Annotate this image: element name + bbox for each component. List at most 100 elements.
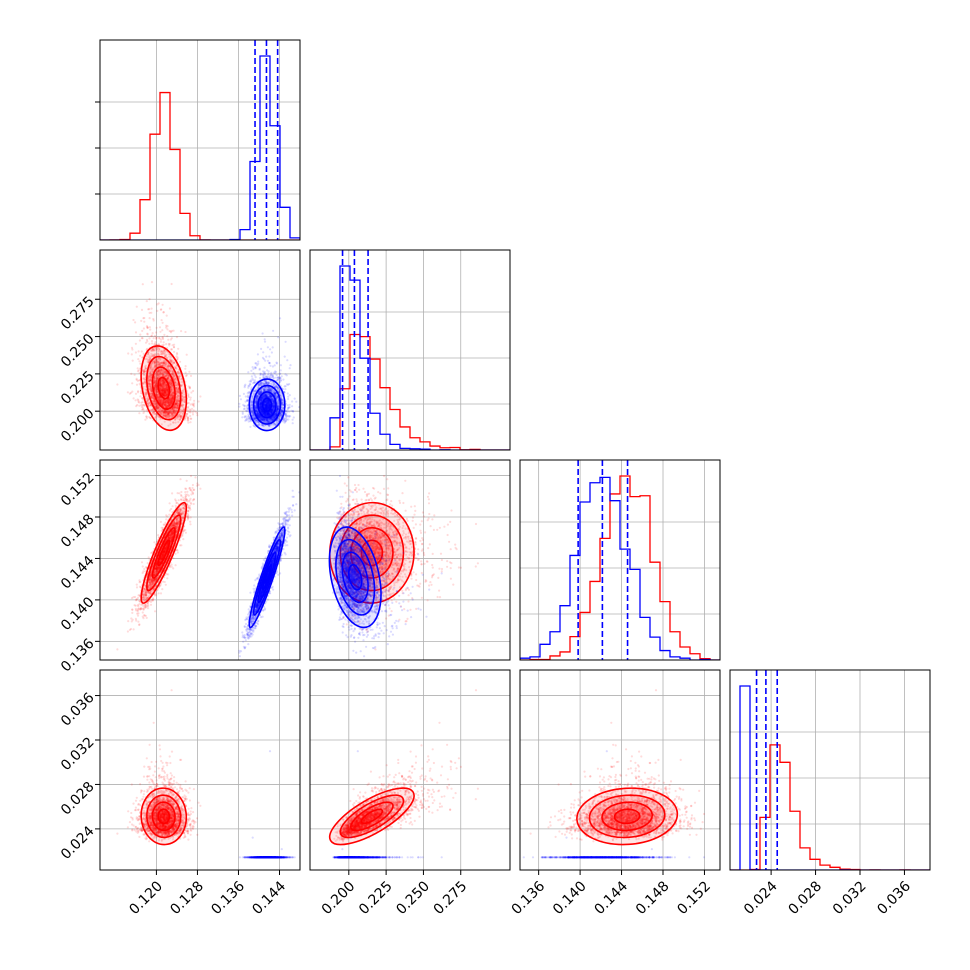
scatter-point [162, 343, 165, 346]
scatter-point [187, 401, 190, 405]
scatter-point [158, 373, 161, 377]
scatter-point [175, 407, 178, 410]
scatter-point [160, 398, 163, 401]
scatter-point [170, 392, 173, 395]
scatter-point [160, 319, 163, 322]
scatter-point [168, 414, 171, 417]
scatter-point [165, 343, 168, 346]
scatter-point [137, 400, 140, 403]
scatter-point [147, 308, 150, 311]
scatter-point [135, 405, 138, 408]
scatter-point [161, 350, 164, 353]
scatter-point [139, 362, 142, 365]
scatter-point [169, 400, 172, 403]
scatter-point [147, 361, 150, 364]
scatter-point [180, 389, 184, 393]
scatter-point [149, 357, 152, 360]
scatter-point [141, 400, 144, 404]
scatter-point [132, 318, 135, 322]
scatter-point [169, 360, 172, 363]
scatter-point [172, 409, 175, 412]
scatter-point [164, 414, 167, 417]
scatter-point [162, 373, 165, 376]
scatter-point [284, 340, 287, 343]
scatter-point [138, 360, 141, 363]
scatter-point [155, 381, 158, 384]
scatter-point [142, 385, 145, 388]
scatter-point [177, 347, 180, 350]
scatter-point [161, 371, 164, 374]
scatter-point [173, 408, 176, 412]
scatter-point [160, 385, 164, 388]
scatter-point [176, 402, 179, 405]
scatter-point [169, 400, 172, 403]
scatter-point [266, 359, 270, 362]
scatter-point [147, 382, 150, 385]
scatter-point [166, 387, 169, 390]
scatter-point [164, 411, 167, 414]
scatter-point [162, 380, 166, 384]
scatter-point [161, 380, 164, 383]
scatter-point [162, 362, 165, 365]
scatter-point [147, 379, 150, 383]
scatter-point [161, 373, 164, 376]
scatter-point [161, 402, 164, 405]
scatter-point [169, 382, 172, 385]
scatter-point [286, 404, 289, 407]
scatter-point [155, 413, 158, 416]
scatter-point [172, 361, 176, 364]
scatter-point [152, 397, 155, 400]
scatter-point [152, 411, 155, 414]
scatter-point [161, 391, 164, 394]
scatter-point [152, 337, 155, 340]
scatter-point [246, 395, 249, 398]
scatter-point [154, 405, 157, 408]
scatter-point [163, 384, 166, 387]
scatter-point [152, 368, 155, 371]
scatter-point [164, 381, 167, 384]
scatter-point [155, 407, 158, 410]
scatter-point [160, 379, 163, 382]
scatter-point [130, 353, 133, 356]
scatter-point [149, 379, 152, 382]
scatter-point [176, 403, 180, 407]
scatter-point [163, 400, 166, 404]
scatter-point [174, 407, 177, 410]
scatter-point [173, 350, 176, 353]
scatter-point [149, 349, 152, 352]
scatter-point [180, 414, 183, 417]
scatter-point [148, 317, 151, 320]
scatter-point [159, 384, 162, 387]
scatter-point [186, 406, 190, 409]
scatter-point [159, 397, 162, 400]
scatter-point [139, 333, 142, 336]
scatter-point [250, 369, 253, 372]
scatter-point [183, 400, 186, 403]
scatter-point [184, 371, 187, 374]
scatter-point [154, 403, 157, 406]
scatter-point [150, 307, 153, 310]
scatter-point [160, 388, 163, 391]
scatter-point [164, 402, 167, 405]
scatter-point [290, 409, 293, 412]
scatter-point [184, 330, 187, 334]
scatter-point [155, 326, 158, 329]
scatter-point [167, 400, 170, 403]
scatter-point [163, 401, 166, 404]
scatter-point [156, 396, 159, 399]
scatter-point [156, 371, 160, 374]
scatter-point [168, 329, 171, 333]
scatter-point [164, 392, 167, 395]
scatter-point [166, 364, 170, 367]
scatter-point [250, 379, 253, 382]
scatter-point [149, 368, 152, 371]
scatter-point [155, 388, 158, 391]
scatter-point [163, 351, 166, 355]
scatter-point [295, 400, 298, 403]
scatter-point [166, 328, 169, 331]
scatter-point [170, 399, 173, 402]
scatter-point [150, 409, 153, 412]
scatter-point [171, 407, 174, 410]
scatter-point [262, 371, 266, 374]
scatter-point [171, 399, 174, 402]
